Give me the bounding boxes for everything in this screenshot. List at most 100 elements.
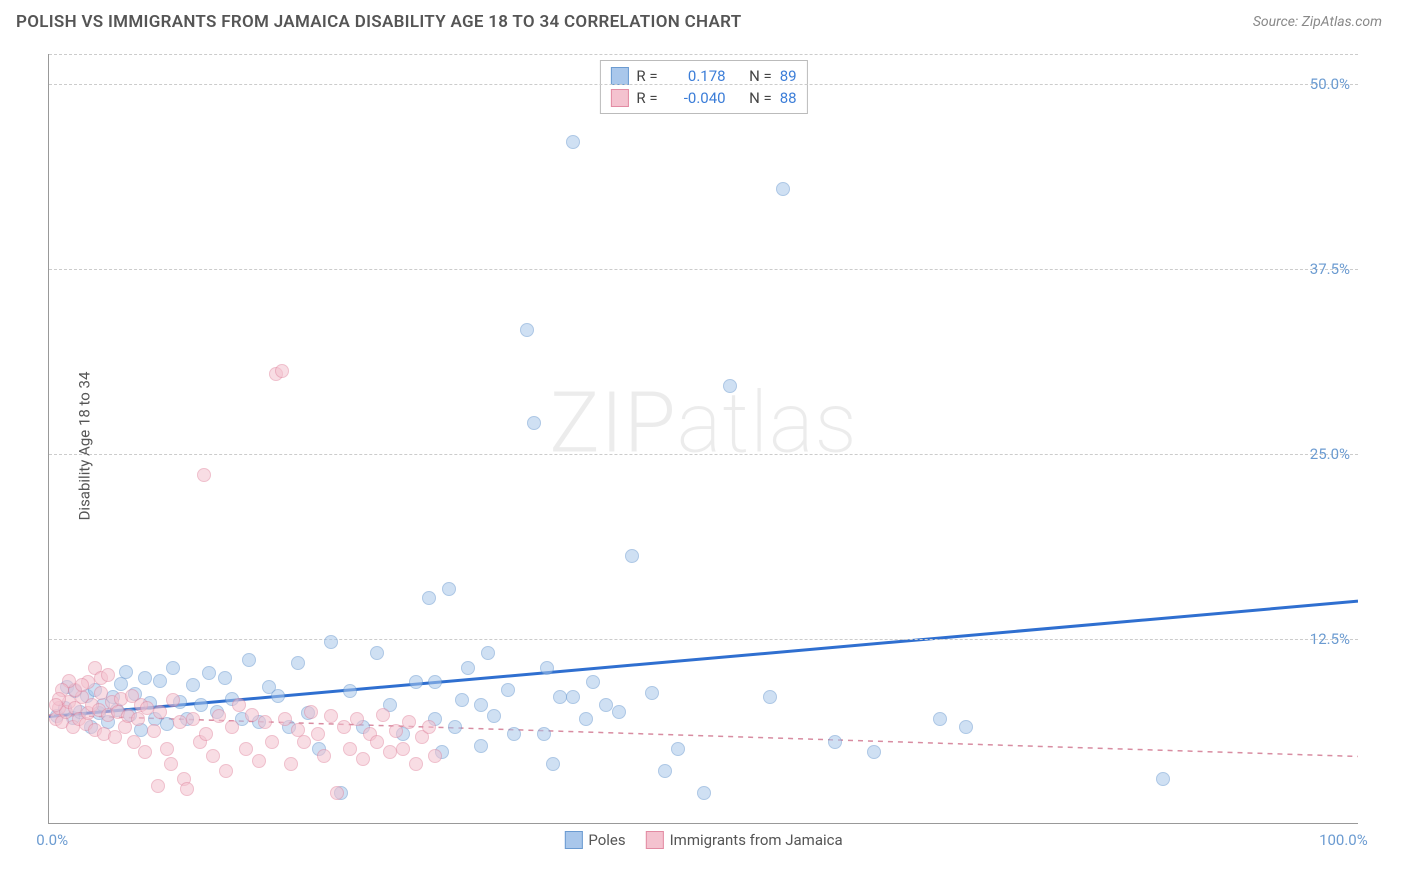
gridline — [49, 639, 1358, 640]
scatter-point — [566, 690, 580, 704]
scatter-point — [252, 754, 266, 768]
scatter-point — [546, 757, 560, 771]
scatter-point — [291, 656, 305, 670]
scatter-point — [553, 690, 567, 704]
scatter-point — [218, 671, 232, 685]
scatter-point — [507, 727, 521, 741]
scatter-point — [160, 742, 174, 756]
scatter-point — [540, 661, 554, 675]
series-legend: Poles Immigrants from Jamaica — [564, 831, 842, 849]
scatter-point — [566, 135, 580, 149]
scatter-point — [501, 683, 515, 697]
scatter-point — [867, 745, 881, 759]
scatter-point — [442, 582, 456, 596]
scatter-point — [776, 182, 790, 196]
scatter-point — [212, 709, 226, 723]
scatter-point — [219, 764, 233, 778]
scatter-point — [481, 646, 495, 660]
scatter-point — [645, 686, 659, 700]
n-value: 88 — [780, 89, 797, 107]
trend-lines-svg — [49, 54, 1358, 823]
scatter-point — [409, 675, 423, 689]
scatter-point — [164, 757, 178, 771]
scatter-point — [350, 712, 364, 726]
scatter-point — [197, 468, 211, 482]
scatter-point — [389, 724, 403, 738]
scatter-point — [579, 712, 593, 726]
r-value: 0.178 — [666, 67, 726, 85]
scatter-point — [151, 779, 165, 793]
stats-legend: R = 0.178 N = 89 R =-0.040 N = 88 — [599, 60, 807, 114]
scatter-point — [428, 749, 442, 763]
legend-label: Poles — [588, 831, 625, 849]
scatter-point — [49, 698, 63, 712]
n-value: 89 — [780, 67, 797, 85]
scatter-point — [324, 635, 338, 649]
scatter-point — [166, 693, 180, 707]
gridline — [49, 269, 1358, 270]
scatter-point — [658, 764, 672, 778]
scatter-point — [275, 364, 289, 378]
scatter-point — [186, 678, 200, 692]
source-attribution: Source: ZipAtlas.com — [1253, 14, 1382, 30]
scatter-point — [119, 665, 133, 679]
legend-label: Immigrants from Jamaica — [670, 831, 843, 849]
x-tick-label: 0.0% — [36, 831, 68, 849]
scatter-point — [422, 720, 436, 734]
gridline — [49, 84, 1358, 85]
scatter-point — [153, 674, 167, 688]
scatter-point — [343, 684, 357, 698]
legend-swatch — [646, 831, 664, 849]
scatter-point — [160, 717, 174, 731]
scatter-point — [356, 752, 370, 766]
scatter-point — [202, 666, 216, 680]
scatter-point — [245, 708, 259, 722]
scatter-point — [304, 705, 318, 719]
scatter-point — [409, 757, 423, 771]
scatter-point — [173, 715, 187, 729]
scatter-point — [330, 786, 344, 800]
scatter-point — [461, 661, 475, 675]
scatter-point — [671, 742, 685, 756]
scatter-point — [284, 757, 298, 771]
watermark: ZIPatlas — [549, 374, 857, 473]
legend-swatch — [610, 89, 628, 107]
gridline — [49, 54, 1358, 55]
scatter-point — [625, 549, 639, 563]
scatter-point — [265, 735, 279, 749]
scatter-point — [337, 720, 351, 734]
n-label: N = — [749, 67, 772, 85]
stats-row: R =-0.040 N = 88 — [610, 87, 796, 109]
scatter-point — [271, 689, 285, 703]
scatter-point — [311, 727, 325, 741]
scatter-point — [959, 720, 973, 734]
scatter-point — [448, 720, 462, 734]
scatter-point — [422, 591, 436, 605]
scatter-point — [402, 715, 416, 729]
scatter-point — [697, 786, 711, 800]
scatter-point — [225, 720, 239, 734]
y-tick-label: 25.0% — [1310, 445, 1350, 463]
scatter-point — [537, 727, 551, 741]
scatter-point — [147, 724, 161, 738]
r-label: R = — [636, 67, 657, 85]
x-tick-label: 100.0% — [1319, 831, 1368, 849]
scatter-point — [474, 698, 488, 712]
scatter-point — [370, 646, 384, 660]
chart-title: POLISH VS IMMIGRANTS FROM JAMAICA DISABI… — [16, 12, 741, 32]
y-tick-label: 50.0% — [1310, 75, 1350, 93]
r-value: -0.040 — [666, 89, 726, 107]
scatter-point — [455, 693, 469, 707]
scatter-chart: ZIPatlas R = 0.178 N = 89 R =-0.040 N = 88… — [48, 54, 1358, 824]
scatter-point — [428, 675, 442, 689]
scatter-point — [108, 730, 122, 744]
scatter-point — [232, 698, 246, 712]
scatter-point — [343, 742, 357, 756]
scatter-point — [138, 745, 152, 759]
scatter-point — [599, 698, 613, 712]
scatter-point — [828, 735, 842, 749]
scatter-point — [131, 712, 145, 726]
scatter-point — [186, 712, 200, 726]
scatter-point — [383, 745, 397, 759]
scatter-point — [166, 661, 180, 675]
